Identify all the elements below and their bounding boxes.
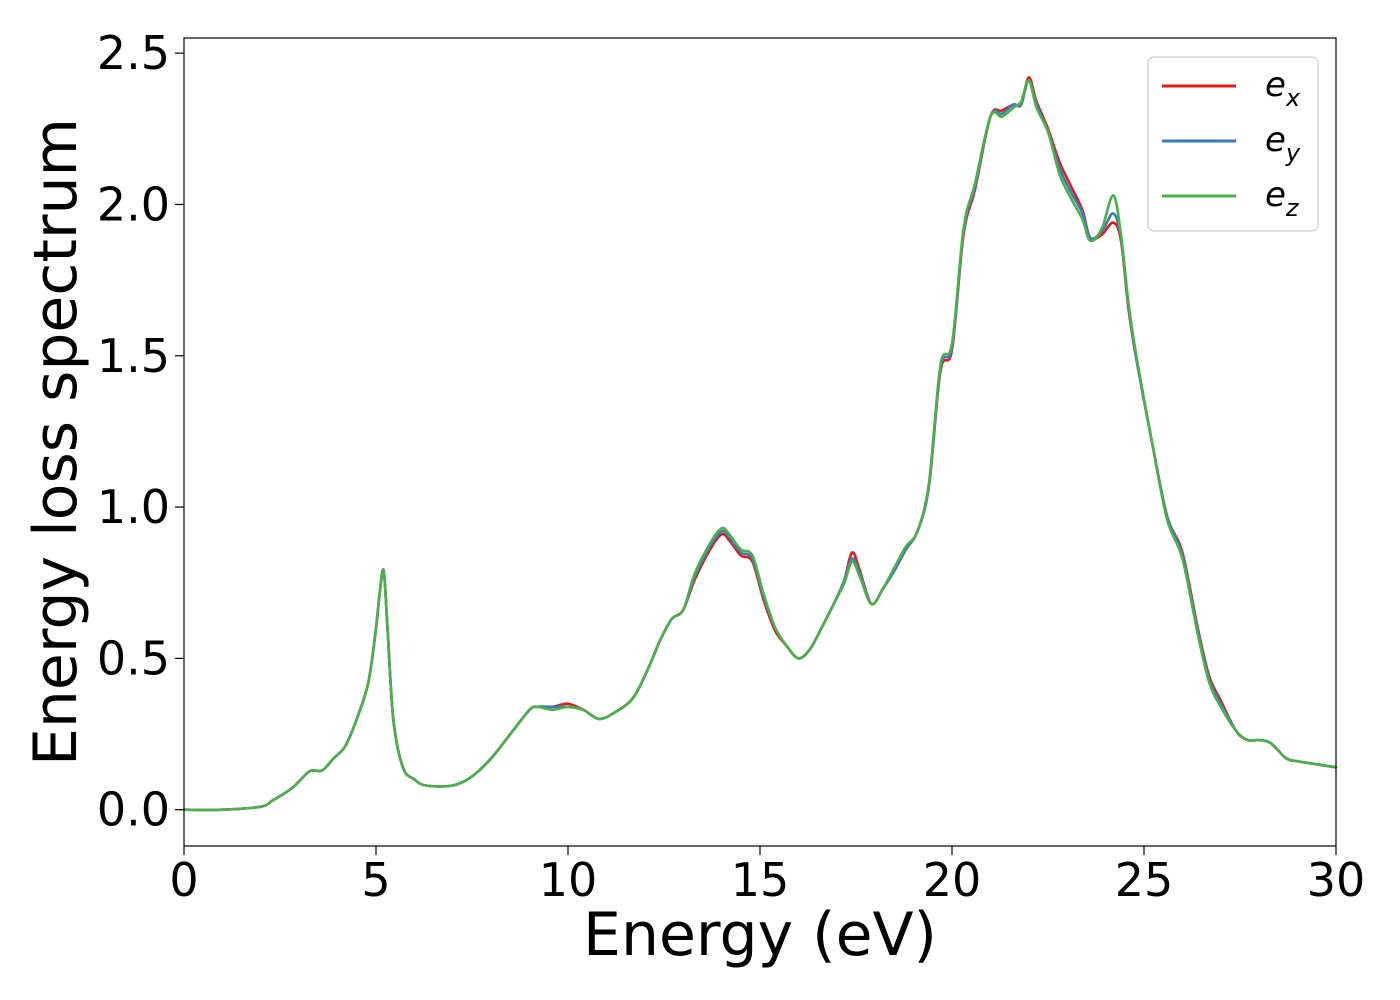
series-layer <box>182 76 1338 812</box>
y-axis-ticks: 0.0 0.5 1.0 1.5 2.0 2.5 <box>97 26 184 837</box>
series-line-e-z <box>182 79 1338 812</box>
legend-label-y: ey <box>1265 120 1301 167</box>
x-axis-title: Energy (eV) <box>583 900 937 970</box>
y-tick-label: 1.5 <box>97 329 170 383</box>
y-tick-label: 0.5 <box>97 631 170 685</box>
y-axis-title: Energy loss spectrum <box>21 118 91 766</box>
legend: ex ey ez <box>1147 56 1319 232</box>
x-tick-label: 25 <box>1115 853 1174 907</box>
x-tick-label: 10 <box>539 853 598 907</box>
y-tick-label: 0.0 <box>97 783 170 837</box>
x-tick-label: 20 <box>923 853 982 907</box>
x-tick-label: 5 <box>361 853 390 907</box>
legend-label-x: ex <box>1265 65 1301 112</box>
y-tick-label: 2.0 <box>97 177 170 231</box>
x-tick-label: 30 <box>1307 853 1366 907</box>
legend-frame <box>1147 56 1319 232</box>
x-tick-label: 15 <box>731 853 790 907</box>
x-tick-label: 0 <box>169 853 198 907</box>
y-tick-label: 1.0 <box>97 480 170 534</box>
y-tick-label: 2.5 <box>97 26 170 80</box>
legend-label-z: ez <box>1265 175 1300 222</box>
x-axis-ticks: 0 5 10 15 20 25 30 <box>169 846 1365 907</box>
